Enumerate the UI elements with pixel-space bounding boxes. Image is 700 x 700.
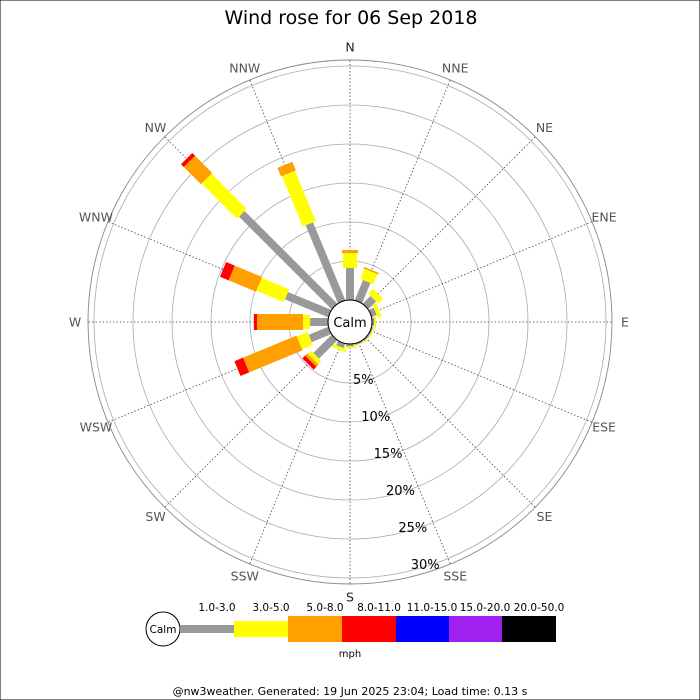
grid-ring-outer — [87, 59, 613, 585]
chart-title: Wind rose for 06 Sep 2018 — [224, 7, 477, 29]
legend-label-1: 1.0-3.0 — [198, 602, 235, 614]
legend-swatch-4 — [342, 616, 396, 642]
bar-se-bin-2 — [361, 333, 373, 345]
footer-text: @nw3weather. Generated: 19 Jun 2025 23:0… — [173, 685, 528, 698]
direction-label-w: W — [69, 315, 81, 330]
spoke-ne — [365, 136, 536, 307]
bar-nnw-bin-2 — [281, 170, 316, 227]
legend-label-6: 15.0-20.0 — [460, 602, 511, 614]
direction-label-sw: SW — [145, 509, 165, 524]
spoke-sse — [358, 342, 451, 565]
direction-label-n: N — [345, 40, 354, 55]
legend-swatch-6 — [449, 616, 502, 642]
legend-swatch-7 — [502, 616, 556, 642]
bar-nw-bin-2 — [201, 173, 247, 219]
calm-label: Calm — [333, 316, 366, 331]
direction-label-nne: NNE — [442, 60, 469, 75]
spoke-ene — [370, 221, 593, 314]
direction-label-ese: ESE — [592, 420, 616, 435]
direction-label-e: E — [621, 315, 629, 330]
ring-label-5: 5% — [353, 373, 374, 388]
spoke-ssw — [249, 342, 342, 565]
calm-circle-shape — [327, 299, 373, 345]
ring-label-20: 20% — [386, 484, 415, 499]
bar-ene-bin-1 — [368, 307, 377, 318]
direction-label-ssw: SSW — [231, 569, 259, 584]
legend-label-2: 3.0-5.0 — [252, 602, 289, 614]
legend-swatch-2 — [234, 621, 288, 637]
direction-label-ene: ENE — [591, 209, 616, 224]
bar-wsw-bin-2 — [296, 332, 313, 350]
bar-wnw-bin-1 — [284, 291, 332, 318]
calm-circle: Calm — [327, 299, 373, 345]
bar-nne-bin-3 — [363, 266, 379, 275]
direction-label-nw: NW — [145, 120, 167, 135]
bar-sw-bin-3 — [305, 353, 319, 367]
direction-label-wsw: WSW — [80, 420, 113, 435]
direction-label-wnw: WNW — [79, 209, 113, 224]
direction-labels: N NNE NE ENE E ESE SE SSE S SSW SW WSW W WNW NW NNW — [69, 40, 629, 605]
speed-legend: Calm 1.0-3.0 3.0-5.0 5.0-8.0 8.0-11.0 11.0-1… — [145, 602, 565, 660]
legend-calm-label: Calm — [150, 624, 177, 636]
direction-label-nnw: NNW — [229, 60, 260, 75]
direction-label-sse: SSE — [443, 569, 467, 584]
ring-label-30: 30% — [411, 558, 440, 573]
direction-label-se: SE — [537, 509, 553, 524]
legend-label-4: 8.0-11.0 — [357, 602, 401, 614]
direction-label-ne: NE — [536, 120, 553, 135]
bar-nw-bin-4 — [180, 152, 196, 168]
bar-nne-bin-1 — [354, 279, 371, 304]
bar-wsw-bin-3 — [243, 335, 303, 373]
spoke-se — [365, 337, 536, 508]
bar-wnw-bin-2 — [256, 277, 290, 303]
bar-sw-bin-1 — [313, 334, 338, 359]
grid-ring-6 — [93, 65, 607, 579]
bar-nw-bin-3 — [183, 155, 213, 185]
spoke-nne — [358, 79, 451, 302]
bar-nnw-bin-1 — [305, 222, 346, 304]
bar-nne-bin-2 — [360, 268, 378, 285]
bar-ssw-bin-1 — [336, 340, 346, 349]
spoke-ese — [370, 330, 593, 423]
legend-swatch-1 — [180, 625, 234, 633]
legend-label-7: 20.0-50.0 — [514, 602, 565, 614]
grid-ring-4 — [171, 143, 529, 501]
ring-label-15: 15% — [374, 447, 403, 462]
bar-wnw-bin-3 — [228, 265, 263, 292]
bar-sw-bin-4 — [302, 355, 317, 370]
wind-bars — [180, 152, 384, 377]
bar-sw-bin-2 — [307, 350, 322, 365]
ring-labels: 5% 10% 15% 20% 25% 30% — [353, 373, 440, 573]
bar-ene-bin-2 — [372, 303, 382, 318]
direction-label-s: S — [346, 590, 354, 605]
bar-nnw-bin-3 — [277, 161, 296, 177]
legend-units: mph — [339, 649, 361, 660]
bar-ssw-bin-2 — [332, 343, 347, 353]
ring-label-10: 10% — [361, 410, 390, 425]
ring-label-25: 25% — [398, 521, 427, 536]
legend-swatch-5 — [396, 616, 449, 642]
bar-ne-bin-1 — [362, 295, 377, 310]
bar-wnw-bin-4 — [219, 262, 235, 281]
legend-label-5: 11.0-15.0 — [407, 602, 458, 614]
bar-nw-bin-1 — [238, 210, 338, 310]
legend-label-3: 5.0-8.0 — [306, 602, 343, 614]
legend-swatch-3 — [288, 616, 342, 642]
bar-ne-bin-2 — [368, 288, 384, 304]
bar-wsw-bin-1 — [308, 326, 332, 343]
bar-wsw-bin-4 — [234, 357, 250, 377]
grid-ring-5 — [132, 104, 568, 540]
spoke-sw — [164, 337, 335, 508]
